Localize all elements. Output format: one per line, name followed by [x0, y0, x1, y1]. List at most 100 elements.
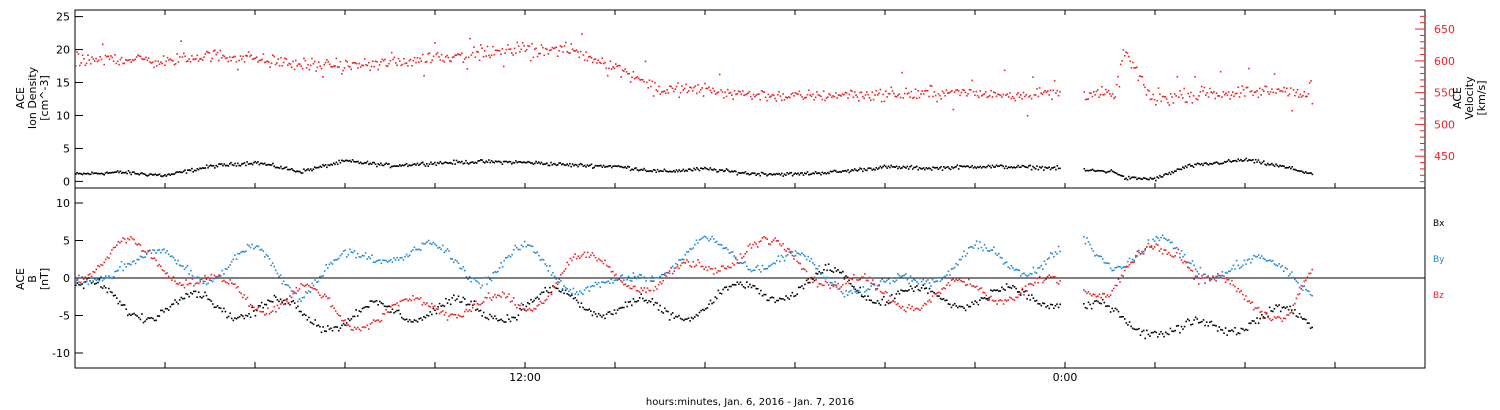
data-point [253, 306, 255, 309]
data-point [991, 299, 994, 302]
data-point [461, 52, 463, 54]
data-point [1245, 86, 1248, 89]
data-point [245, 164, 247, 167]
data-point [889, 295, 891, 297]
data-point [404, 298, 406, 301]
data-point [863, 97, 865, 100]
data-point [684, 262, 687, 264]
data-point [671, 265, 674, 268]
data-point [153, 257, 156, 259]
data-point [1252, 94, 1254, 97]
data-point [501, 48, 504, 50]
data-point [1245, 295, 1247, 297]
data-point [637, 290, 639, 292]
data-point [886, 291, 888, 294]
data-point [1289, 305, 1291, 308]
data-point [598, 61, 601, 64]
data-point [807, 255, 809, 258]
data-point [802, 98, 805, 100]
data-point [1059, 280, 1061, 282]
data-point [230, 317, 233, 320]
data-point [434, 309, 436, 312]
data-point [590, 285, 592, 288]
data-point [95, 282, 98, 285]
data-point [660, 273, 663, 276]
data-point [610, 68, 613, 70]
data-point [1175, 170, 1177, 172]
data-point [905, 310, 907, 313]
data-point [1295, 315, 1298, 317]
data-point [150, 257, 153, 259]
data-point [1232, 91, 1234, 93]
data-point [227, 165, 230, 167]
data-point [747, 172, 749, 175]
data-point [574, 293, 576, 295]
data-point [725, 247, 728, 249]
data-point [1168, 239, 1170, 241]
data-point [940, 98, 942, 100]
data-point [712, 238, 715, 240]
data-point [205, 294, 208, 297]
data-point [1178, 168, 1180, 171]
data-point [1196, 98, 1199, 101]
data-point [1124, 178, 1126, 180]
data-point [1198, 95, 1200, 97]
data-point [820, 273, 822, 275]
data-point [1303, 280, 1306, 283]
data-point [249, 246, 252, 249]
data-point [256, 309, 258, 312]
data-point [687, 250, 690, 253]
data-point [1097, 295, 1099, 297]
data-point [536, 55, 539, 58]
data-point [503, 292, 505, 295]
data-point [320, 331, 323, 334]
data-point [758, 240, 761, 243]
data-point [509, 161, 512, 163]
data-point [180, 284, 183, 286]
data-point [764, 173, 767, 175]
data-point [1217, 162, 1219, 164]
data-point [520, 302, 523, 305]
data-point [142, 321, 145, 324]
data-point [1024, 290, 1027, 292]
data-point [196, 276, 198, 278]
data-point [1094, 94, 1096, 96]
data-point [402, 259, 405, 261]
data-point [243, 61, 246, 63]
data-point [763, 236, 765, 238]
data-point [943, 166, 945, 168]
data-point [237, 252, 239, 255]
data-point [331, 164, 334, 166]
data-point [675, 169, 678, 171]
data-point [515, 160, 517, 162]
data-point [505, 257, 507, 259]
data-point [627, 275, 630, 278]
data-point [627, 301, 630, 303]
data-point [453, 294, 455, 297]
data-point [223, 163, 226, 165]
data-point [566, 288, 568, 290]
data-point [278, 300, 280, 303]
data-point [1273, 316, 1276, 318]
data-point [238, 59, 240, 62]
data-point [746, 265, 748, 268]
data-point [838, 287, 841, 290]
data-point [527, 244, 529, 246]
data-point [447, 56, 450, 59]
data-point [1290, 311, 1293, 313]
data-point [1030, 168, 1033, 171]
data-point [952, 167, 955, 169]
data-point [565, 41, 567, 44]
data-point [1287, 166, 1289, 169]
data-point [816, 273, 819, 275]
data-point [1086, 98, 1088, 101]
data-point [1182, 166, 1184, 168]
data-point [1242, 293, 1244, 296]
data-point [419, 297, 422, 299]
data-point [1264, 163, 1266, 166]
data-point [768, 243, 770, 245]
data-point [158, 63, 161, 65]
data-point [453, 313, 455, 316]
data-point [613, 309, 616, 311]
data-point [1211, 92, 1214, 94]
